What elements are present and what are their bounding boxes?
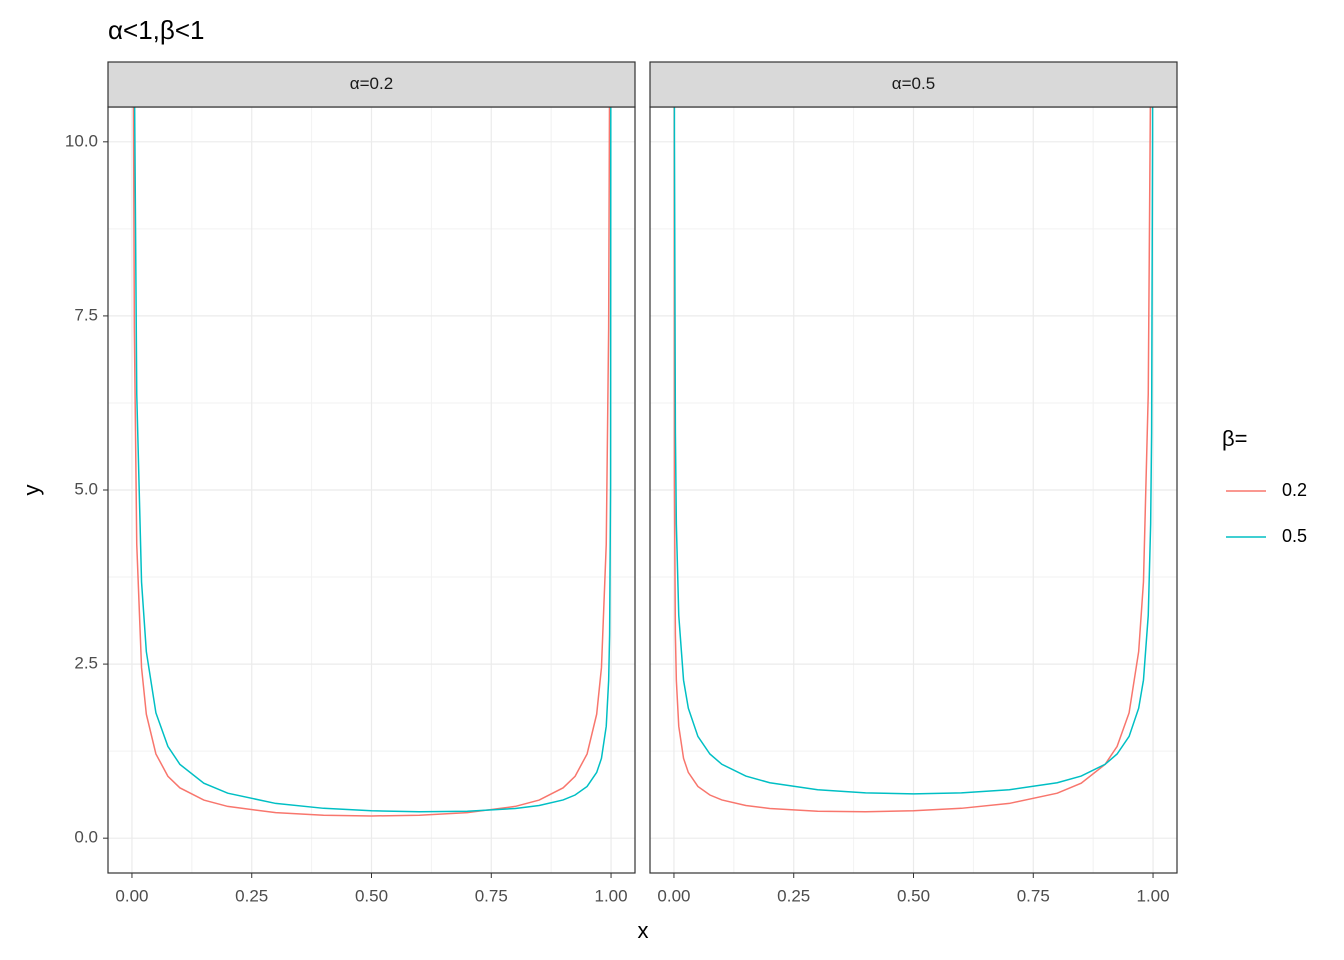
facet-strip (107, 61, 636, 108)
facet-label: α=0.2 (350, 74, 393, 93)
panel-lines (673, 107, 1154, 813)
y-axis-label: y (19, 485, 44, 496)
x-tick-label: 0.50 (897, 886, 930, 905)
x-tick-label: 0.50 (355, 886, 388, 905)
x-tick-label: 0.00 (657, 886, 690, 905)
x-tick-label: 0.25 (777, 886, 810, 905)
series-line (673, 107, 1152, 813)
y-tick-label: 10.0 (65, 131, 98, 150)
legend-label: 0.2 (1282, 480, 1307, 500)
y-tick-label: 0.0 (74, 828, 98, 847)
legend-title: β= (1222, 426, 1248, 451)
x-tick-label: 1.00 (594, 886, 627, 905)
x-tick-label: 0.75 (475, 886, 508, 905)
panel-lines (132, 107, 612, 817)
chart-title: α<1,β<1 (108, 15, 205, 45)
y-tick-label: 5.0 (74, 479, 98, 498)
series-line (133, 107, 612, 813)
x-axis-label: x (638, 918, 649, 943)
series-line (673, 107, 1154, 795)
facet-strip (649, 61, 1178, 108)
legend-label: 0.5 (1282, 526, 1307, 546)
x-tick-label: 0.00 (115, 886, 148, 905)
y-tick-label: 7.5 (74, 305, 98, 324)
series-line (132, 107, 611, 817)
x-tick-label: 0.25 (235, 886, 268, 905)
y-tick-label: 2.5 (74, 654, 98, 673)
facet-label: α=0.5 (892, 74, 935, 93)
x-tick-label: 0.75 (1017, 886, 1050, 905)
x-tick-label: 1.00 (1136, 886, 1169, 905)
